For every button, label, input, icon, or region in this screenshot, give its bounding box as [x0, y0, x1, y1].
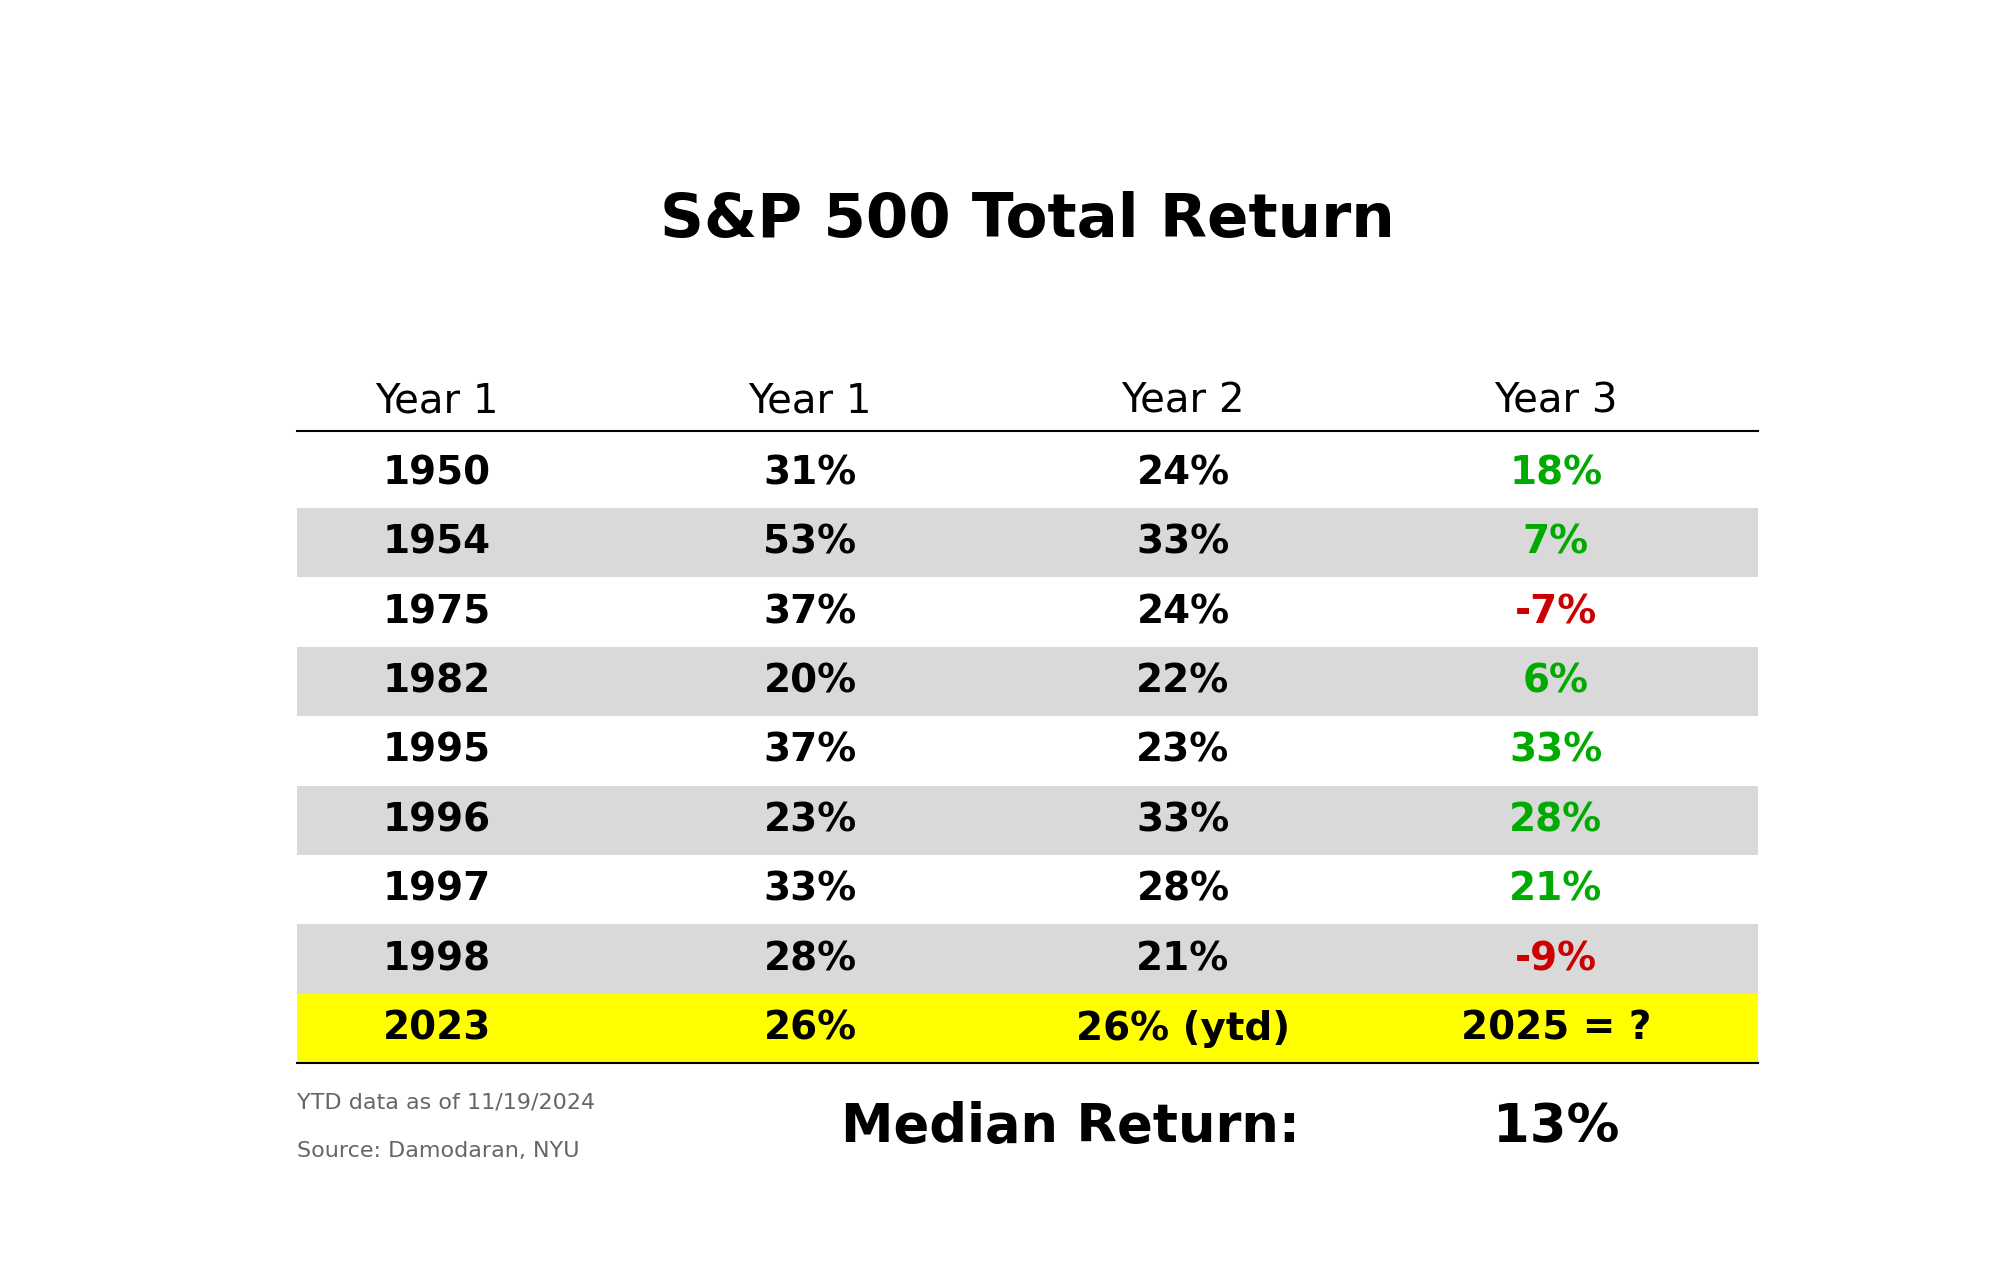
Text: 1982: 1982	[383, 663, 491, 701]
Text: 23%: 23%	[1137, 732, 1229, 770]
Text: Source: Damodaran, NYU: Source: Damodaran, NYU	[297, 1142, 579, 1161]
Text: 22%: 22%	[1137, 663, 1229, 701]
Text: Year 2: Year 2	[1121, 382, 1245, 422]
Text: 37%: 37%	[764, 593, 856, 631]
Text: 28%: 28%	[1510, 801, 1602, 839]
Text: 2025 = ?: 2025 = ?	[1462, 1010, 1650, 1048]
FancyBboxPatch shape	[297, 508, 1758, 578]
Text: S&P 500 Total Return: S&P 500 Total Return	[660, 192, 1395, 250]
Text: 1997: 1997	[383, 871, 491, 909]
Text: Median Return:: Median Return:	[840, 1101, 1299, 1153]
Text: 1975: 1975	[383, 593, 491, 631]
Text: 24%: 24%	[1137, 593, 1229, 631]
FancyBboxPatch shape	[297, 578, 1758, 646]
Text: 28%: 28%	[764, 940, 856, 978]
Text: 20%: 20%	[764, 663, 856, 701]
Text: YTD data as of 11/19/2024: YTD data as of 11/19/2024	[297, 1092, 595, 1113]
FancyBboxPatch shape	[297, 925, 1758, 994]
Text: 31%: 31%	[764, 455, 856, 493]
Text: 21%: 21%	[1510, 871, 1602, 909]
Text: 37%: 37%	[764, 732, 856, 770]
FancyBboxPatch shape	[297, 855, 1758, 925]
Text: 13%: 13%	[1492, 1101, 1620, 1153]
Text: 53%: 53%	[764, 523, 856, 561]
Text: 21%: 21%	[1137, 940, 1229, 978]
Text: 1950: 1950	[383, 455, 491, 493]
FancyBboxPatch shape	[297, 438, 1758, 508]
Text: 18%: 18%	[1510, 455, 1602, 493]
Text: 33%: 33%	[1137, 801, 1229, 839]
Text: 2023: 2023	[383, 1010, 491, 1048]
Text: Year 1: Year 1	[748, 382, 872, 422]
Text: Year 1: Year 1	[375, 382, 499, 422]
Text: 1998: 1998	[383, 940, 491, 978]
Text: 1954: 1954	[383, 523, 491, 561]
Text: 1996: 1996	[383, 801, 491, 839]
Text: 26%: 26%	[764, 1010, 856, 1048]
FancyBboxPatch shape	[297, 646, 1758, 716]
Text: 33%: 33%	[1137, 523, 1229, 561]
Text: 7%: 7%	[1524, 523, 1588, 561]
Text: 23%: 23%	[764, 801, 856, 839]
Text: 28%: 28%	[1137, 871, 1229, 909]
Text: -9%: -9%	[1516, 940, 1596, 978]
Text: 24%: 24%	[1137, 455, 1229, 493]
Text: 33%: 33%	[1510, 732, 1602, 770]
Text: -7%: -7%	[1514, 593, 1598, 631]
FancyBboxPatch shape	[297, 786, 1758, 855]
Text: 33%: 33%	[764, 871, 856, 909]
Text: 6%: 6%	[1524, 663, 1588, 701]
Text: 1995: 1995	[383, 732, 491, 770]
Text: 26% (ytd): 26% (ytd)	[1077, 1010, 1289, 1048]
FancyBboxPatch shape	[297, 994, 1758, 1063]
Text: Year 3: Year 3	[1494, 382, 1618, 422]
FancyBboxPatch shape	[297, 716, 1758, 786]
